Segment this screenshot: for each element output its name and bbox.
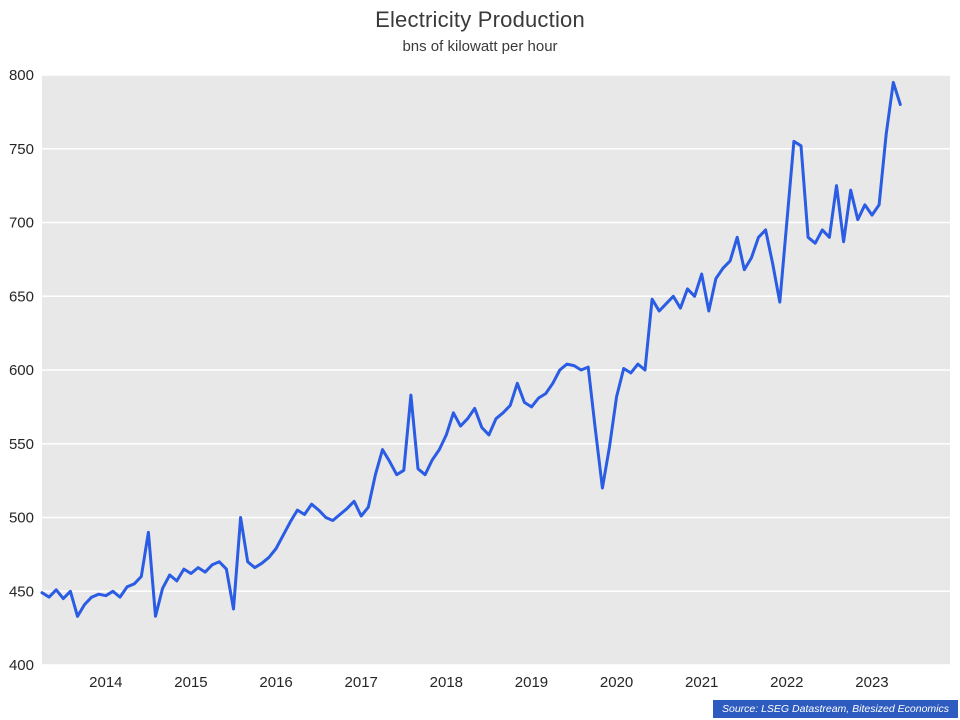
y-axis-tick-label: 800 — [9, 67, 34, 84]
chart-header: Electricity Production bns of kilowatt p… — [0, 7, 960, 55]
x-axis-tick-label: 2017 — [345, 674, 378, 691]
chart-title: Electricity Production — [375, 7, 585, 32]
x-axis-tick-label: 2015 — [174, 674, 207, 691]
x-axis-tick-label: 2016 — [259, 674, 292, 691]
x-axis-tick-label: 2021 — [685, 674, 718, 691]
chart-subtitle: bns of kilowatt per hour — [402, 38, 558, 55]
x-axis-tick-label: 2023 — [855, 674, 888, 691]
data-series-line — [40, 80, 902, 618]
x-axis-tick-label: 2014 — [89, 674, 122, 691]
y-axis-tick-label: 400 — [9, 657, 34, 674]
x-axis-tick-label: 2018 — [430, 674, 463, 691]
y-axis-tick-label: 450 — [9, 583, 34, 600]
x-axis-tick-label: 2019 — [515, 674, 548, 691]
y-axis-tick-label: 500 — [9, 510, 34, 527]
y-axis-tick-label: 600 — [9, 362, 34, 379]
y-axis-tick-label: 750 — [9, 141, 34, 158]
x-axis-tick-label: 2020 — [600, 674, 633, 691]
x-axis-tick-label: 2022 — [770, 674, 803, 691]
y-axis-tick-label: 650 — [9, 288, 34, 305]
y-axis-tick-label: 550 — [9, 436, 34, 453]
source-note: Source: LSEG Datastream, Bitesized Econo… — [712, 700, 958, 718]
y-axis-tick-label: 700 — [9, 215, 34, 232]
